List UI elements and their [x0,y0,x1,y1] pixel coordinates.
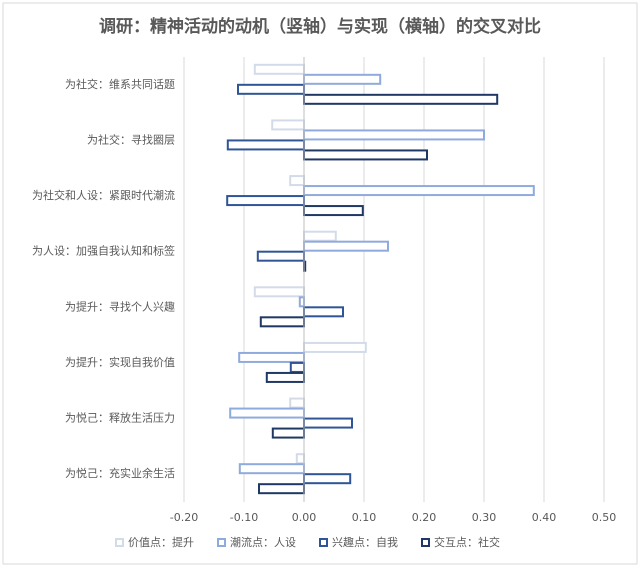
bar [303,185,535,197]
bar [226,139,305,151]
legend-label: 交互点：社交 [434,535,500,549]
bar [271,119,306,131]
x-tick-label: -0.20 [170,511,198,524]
legend-swatch [217,538,226,547]
bar [303,205,364,217]
x-tick-label: 0.50 [592,511,617,524]
bar [289,361,305,373]
bar [271,427,305,439]
bar [303,473,352,485]
legend-swatch [115,538,124,547]
x-tick-label: 0.40 [532,511,557,524]
y-tick-label: 为提升：实现自我价值 [65,355,175,369]
x-tick-label: 0.00 [292,511,317,524]
bar [259,316,305,328]
bar [303,230,337,242]
bar [298,296,305,308]
bar [303,306,344,318]
bar [253,63,306,75]
y-tick-label: 为社交和人设：紧跟时代潮流 [32,188,175,202]
bar [303,93,499,105]
bar [253,286,306,298]
bar [229,407,305,419]
bar [258,483,305,495]
bar [303,149,428,161]
legend-label: 兴趣点：自我 [332,535,398,549]
x-tick-label: -0.10 [230,511,258,524]
bar [303,73,382,85]
bar [226,195,305,207]
bar [289,175,306,187]
legend-label: 价值点：提升 [128,536,194,549]
legend-swatch [319,538,328,547]
y-tick-label: 为悦己：释放生活压力 [65,411,175,425]
bar [303,417,353,429]
y-tick-label: 为人设：加强自我认知和标签 [32,244,175,258]
x-tick-label: 0.30 [472,511,497,524]
y-tick-label: 为悦己：充实业余生活 [65,466,175,480]
x-tick-label: 0.20 [412,511,437,524]
bar [265,371,305,383]
bar [238,351,305,363]
bar [303,341,367,353]
legend-label: 潮流点：人设 [230,535,296,549]
bar [237,83,305,95]
y-tick-label: 为社交：维系共同话题 [65,77,175,91]
y-tick-label: 为提升：寻找个人兴趣 [65,299,175,313]
x-tick-label: 0.10 [352,511,377,524]
bar [303,240,389,252]
bar [303,129,485,141]
bar [289,397,306,409]
bar [295,453,305,465]
bar [238,463,305,475]
chart-title: 调研：精神活动的动机（竖轴）与实现（横轴）的交叉对比 [99,16,541,37]
bar [256,250,305,262]
legend-swatch [421,538,430,547]
y-tick-label: 为社交：寻找圈层 [87,132,175,146]
